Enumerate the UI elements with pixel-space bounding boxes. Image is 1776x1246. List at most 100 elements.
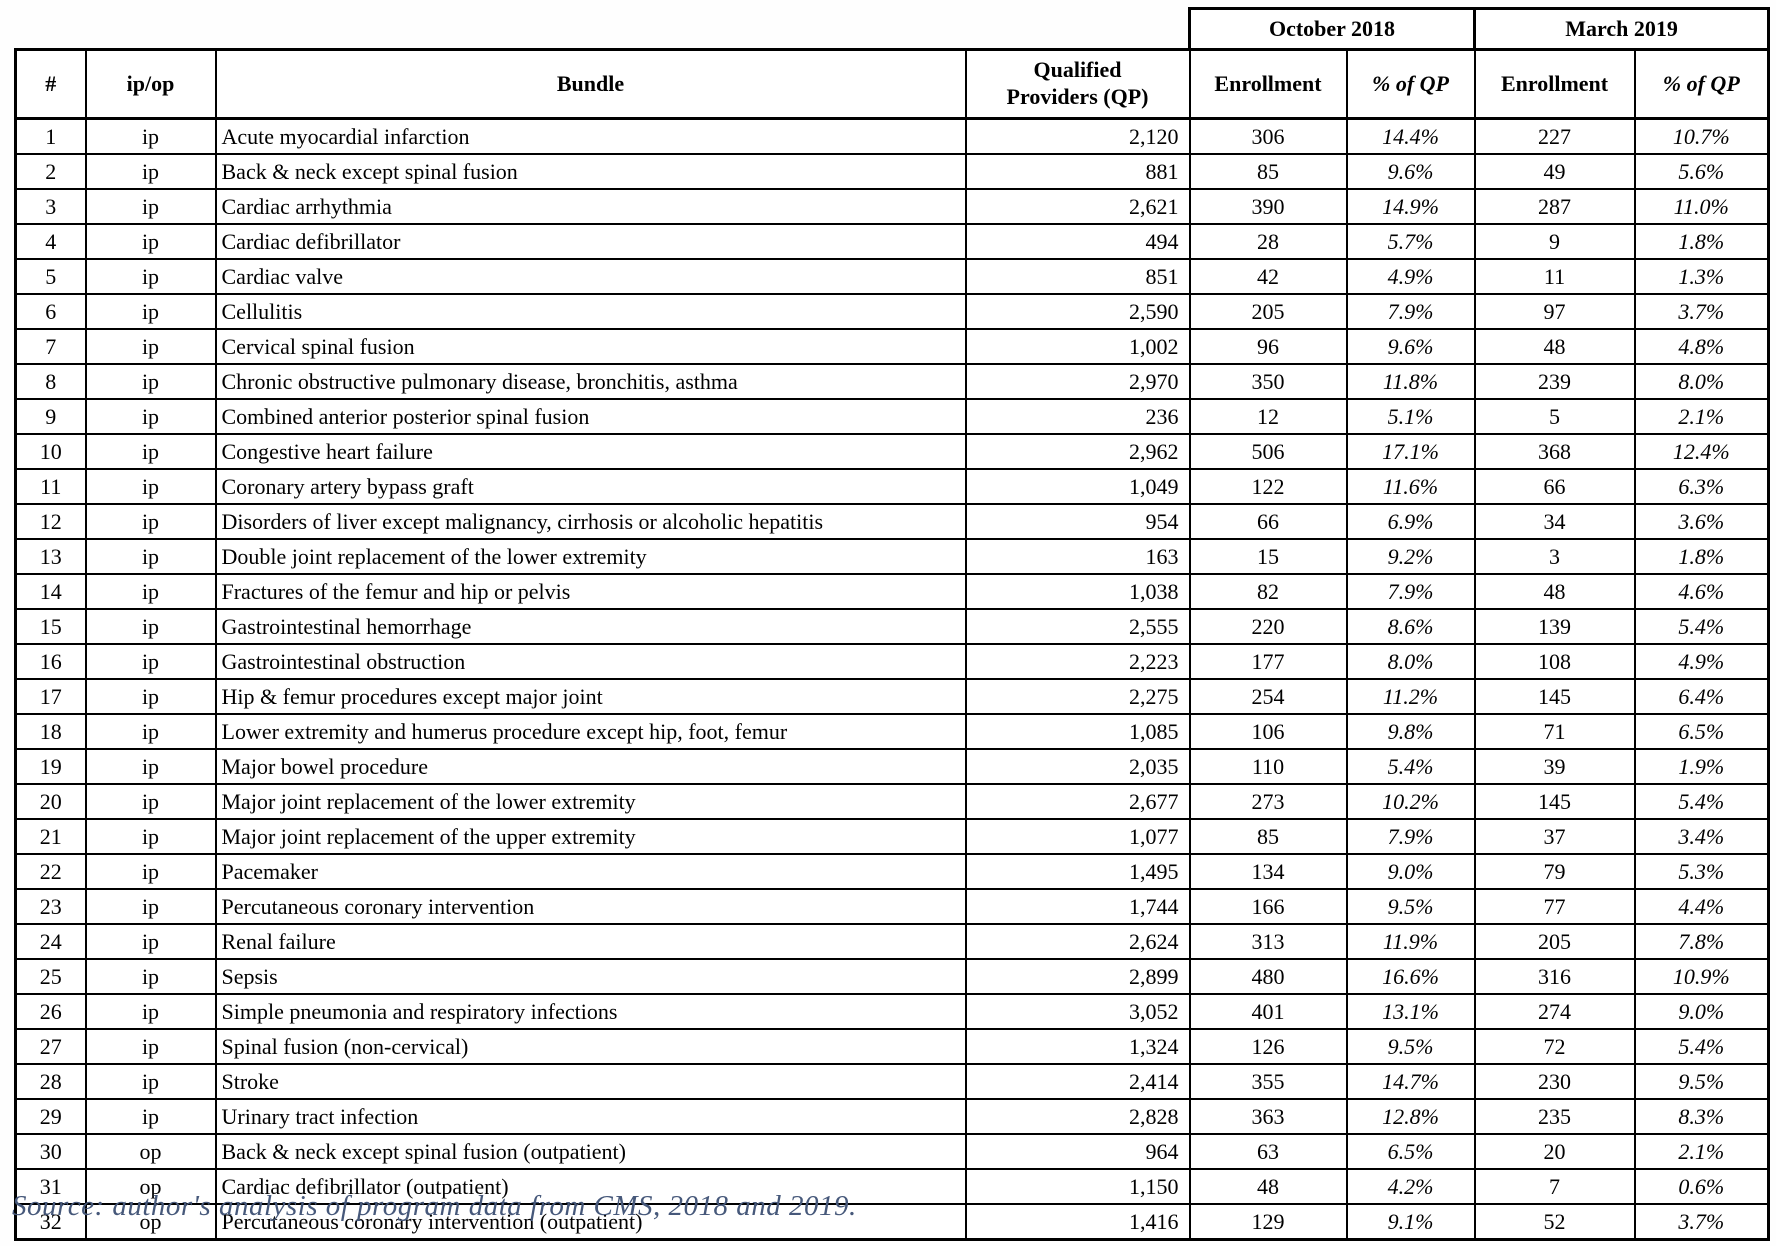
cell-row-number: 9 <box>14 398 87 435</box>
table-row: 25 ip Sepsis 2,899 480 16.6% 316 10.9% <box>14 958 1771 995</box>
cell-ipop: op <box>84 1203 217 1241</box>
cell-bundle: Gastrointestinal hemorrhage <box>214 608 967 645</box>
table-row: 13 ip Double joint replacement of the lowe… <box>14 538 1771 575</box>
cell-oct-pct-of-qp: 14.9% <box>1345 188 1476 225</box>
cell-row-number: 12 <box>14 503 87 540</box>
cell-bundle: Disorders of liver except malignancy, ci… <box>214 503 967 540</box>
cell-ipop: ip <box>84 608 217 645</box>
table-row: 18 ip Lower extremity and humerus procedur… <box>14 713 1771 750</box>
cell-mar-enrollment: 139 <box>1473 608 1636 645</box>
cell-qualified-providers: 2,275 <box>964 678 1191 715</box>
cell-ipop: ip <box>84 818 217 855</box>
cell-ipop: ip <box>84 748 217 785</box>
cell-ipop: ip <box>84 643 217 680</box>
cell-ipop: ip <box>84 223 217 260</box>
cell-ipop: op <box>84 1168 217 1205</box>
cell-oct-enrollment: 126 <box>1188 1028 1348 1065</box>
cell-oct-pct-of-qp: 7.9% <box>1345 818 1476 855</box>
cell-bundle: Congestive heart failure <box>214 433 967 470</box>
cell-bundle: Spinal fusion (non-cervical) <box>214 1028 967 1065</box>
cell-ipop: ip <box>84 1063 217 1100</box>
cell-ipop: ip <box>84 503 217 540</box>
cell-oct-enrollment: 82 <box>1188 573 1348 610</box>
spacer-cell <box>86 9 216 50</box>
cell-bundle: Cardiac valve <box>214 258 967 295</box>
cell-qualified-providers: 2,120 <box>964 117 1191 155</box>
table-row: 8 ip Chronic obstructive pulmonary disease… <box>14 363 1771 400</box>
cell-oct-pct-of-qp: 6.5% <box>1345 1133 1476 1170</box>
cell-oct-enrollment: 480 <box>1188 958 1348 995</box>
col-header-bundle: Bundle <box>214 48 967 120</box>
cell-oct-enrollment: 129 <box>1188 1203 1348 1241</box>
table-row: 32 op Percutaneous coronary intervention (… <box>14 1203 1771 1241</box>
cell-oct-enrollment: 350 <box>1188 363 1348 400</box>
cell-mar-pct-of-qp: 4.6% <box>1633 573 1771 610</box>
cell-row-number: 20 <box>14 783 87 820</box>
cell-qualified-providers: 163 <box>964 538 1191 575</box>
cell-oct-pct-of-qp: 8.6% <box>1345 608 1476 645</box>
cell-mar-pct-of-qp: 8.3% <box>1633 1098 1771 1135</box>
cell-oct-enrollment: 363 <box>1188 1098 1348 1135</box>
cell-bundle: Major bowel procedure <box>214 748 967 785</box>
cell-oct-pct-of-qp: 11.8% <box>1345 363 1476 400</box>
cell-ipop: op <box>84 1133 217 1170</box>
cell-mar-pct-of-qp: 5.6% <box>1633 153 1771 190</box>
cell-mar-pct-of-qp: 5.3% <box>1633 853 1771 890</box>
cell-mar-enrollment: 77 <box>1473 888 1636 925</box>
cell-mar-enrollment: 39 <box>1473 748 1636 785</box>
cell-qualified-providers: 2,223 <box>964 643 1191 680</box>
cell-qualified-providers: 236 <box>964 398 1191 435</box>
cell-qualified-providers: 1,085 <box>964 713 1191 750</box>
cell-bundle: Sepsis <box>214 958 967 995</box>
enrollment-table: October 2018 March 2019 # ip/op Bundle Q… <box>14 7 1771 1241</box>
cell-row-number: 24 <box>14 923 87 960</box>
cell-row-number: 5 <box>14 258 87 295</box>
cell-ipop: ip <box>84 713 217 750</box>
cell-ipop: ip <box>84 1098 217 1135</box>
cell-mar-pct-of-qp: 5.4% <box>1633 1028 1771 1065</box>
cell-bundle: Back & neck except spinal fusion (outpat… <box>214 1133 967 1170</box>
cell-qualified-providers: 2,035 <box>964 748 1191 785</box>
cell-oct-enrollment: 401 <box>1188 993 1348 1030</box>
cell-qualified-providers: 1,495 <box>964 853 1191 890</box>
cell-qualified-providers: 1,324 <box>964 1028 1191 1065</box>
cell-qualified-providers: 1,049 <box>964 468 1191 505</box>
cell-oct-enrollment: 313 <box>1188 923 1348 960</box>
cell-oct-enrollment: 506 <box>1188 433 1348 470</box>
cell-ipop: ip <box>84 958 217 995</box>
cell-oct-pct-of-qp: 5.7% <box>1345 223 1476 260</box>
cell-qualified-providers: 2,414 <box>964 1063 1191 1100</box>
cell-oct-enrollment: 306 <box>1188 117 1348 155</box>
cell-row-number: 10 <box>14 433 87 470</box>
cell-qualified-providers: 851 <box>964 258 1191 295</box>
qp-header-line1: Qualified <box>1033 57 1122 83</box>
cell-mar-pct-of-qp: 3.4% <box>1633 818 1771 855</box>
cell-mar-enrollment: 274 <box>1473 993 1636 1030</box>
cell-mar-enrollment: 48 <box>1473 573 1636 610</box>
cell-row-number: 11 <box>14 468 87 505</box>
cell-qualified-providers: 954 <box>964 503 1191 540</box>
cell-mar-pct-of-qp: 8.0% <box>1633 363 1771 400</box>
cell-bundle: Percutaneous coronary intervention <box>214 888 967 925</box>
cell-oct-enrollment: 177 <box>1188 643 1348 680</box>
cell-ipop: ip <box>84 923 217 960</box>
cell-row-number: 25 <box>14 958 87 995</box>
cell-mar-pct-of-qp: 4.4% <box>1633 888 1771 925</box>
cell-oct-enrollment: 205 <box>1188 293 1348 330</box>
cell-qualified-providers: 2,555 <box>964 608 1191 645</box>
table-row: 28 ip Stroke 2,414 355 14.7% 230 9.5% <box>14 1063 1771 1100</box>
table-row: 2 ip Back & neck except spinal fusion 881 85… <box>14 153 1771 190</box>
cell-qualified-providers: 2,624 <box>964 923 1191 960</box>
cell-oct-pct-of-qp: 9.8% <box>1345 713 1476 750</box>
table-row: 22 ip Pacemaker 1,495 134 9.0% 79 5.3% <box>14 853 1771 890</box>
cell-mar-enrollment: 235 <box>1473 1098 1636 1135</box>
cell-qualified-providers: 964 <box>964 1133 1191 1170</box>
table-row: 16 ip Gastrointestinal obstruction 2,223 177… <box>14 643 1771 680</box>
cell-oct-pct-of-qp: 7.9% <box>1345 293 1476 330</box>
cell-ipop: ip <box>84 328 217 365</box>
cell-qualified-providers: 1,077 <box>964 818 1191 855</box>
table-row: 19 ip Major bowel procedure 2,035 110 5.4% 39 1… <box>14 748 1771 785</box>
span-header-march-2019: March 2019 <box>1473 7 1771 51</box>
cell-mar-enrollment: 227 <box>1473 117 1636 155</box>
cell-ipop: ip <box>84 117 217 155</box>
